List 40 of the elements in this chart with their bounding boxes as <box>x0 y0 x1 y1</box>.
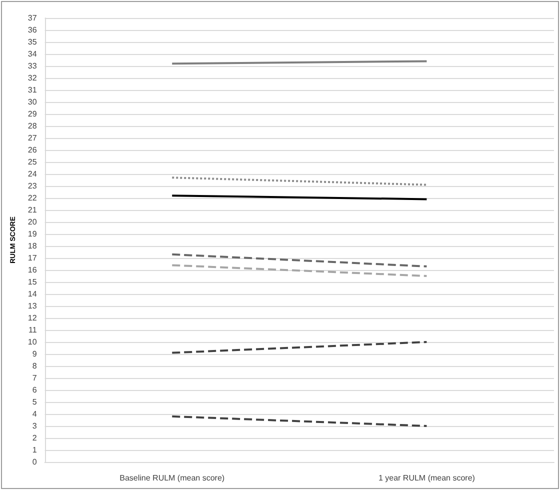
y-tick-label: 30 <box>28 98 38 106</box>
y-tick-label: 9 <box>32 350 38 358</box>
y-tick-label: 21 <box>28 206 38 214</box>
y-tick-label: 17 <box>28 254 38 262</box>
y-tick-label: 4 <box>32 410 38 418</box>
y-tick-label: 16 <box>28 266 38 274</box>
y-tick-label: 33 <box>28 62 38 70</box>
y-tick-label: 15 <box>28 278 38 286</box>
y-tick-label: 11 <box>28 326 38 334</box>
y-tick-label: 8 <box>32 362 38 370</box>
y-tick-label: 34 <box>28 50 38 58</box>
y-tick-label: 28 <box>28 122 38 130</box>
y-tick-label: 3 <box>32 422 38 430</box>
y-tick-label: 37 <box>28 14 38 22</box>
y-tick-label: 0 <box>32 458 38 466</box>
y-tick-label: 32 <box>28 74 38 82</box>
y-tick-label: 14 <box>28 290 38 298</box>
y-tick-label: 22 <box>28 194 38 202</box>
y-tick-label: 31 <box>28 86 38 94</box>
y-tick-label: 13 <box>28 302 38 310</box>
y-tick-label: 23 <box>28 182 38 190</box>
y-tick-label: 25 <box>28 158 38 166</box>
y-tick-label: 18 <box>28 242 38 250</box>
x-tick-label: 1 year RULM (mean score) <box>378 474 476 482</box>
y-tick-label: 20 <box>28 218 38 226</box>
y-tick-label: 12 <box>28 314 38 322</box>
y-tick-label: 35 <box>28 38 38 46</box>
x-tick-label: Baseline RULM (mean score) <box>120 474 225 482</box>
y-tick-label: 5 <box>32 398 38 406</box>
y-tick-label: 10 <box>28 338 38 346</box>
y-tick-label: 26 <box>28 146 38 154</box>
y-tick-label: 24 <box>28 170 38 178</box>
y-tick-label: 6 <box>32 386 38 394</box>
y-tick-label: 36 <box>28 26 38 34</box>
y-tick-label: 1 <box>32 446 38 454</box>
y-tick-label: 29 <box>28 110 38 118</box>
y-tick-label: 19 <box>28 230 38 238</box>
y-tick-label: 2 <box>32 434 38 442</box>
y-tick-label: 27 <box>28 134 38 142</box>
y-tick-label: 7 <box>32 374 38 382</box>
